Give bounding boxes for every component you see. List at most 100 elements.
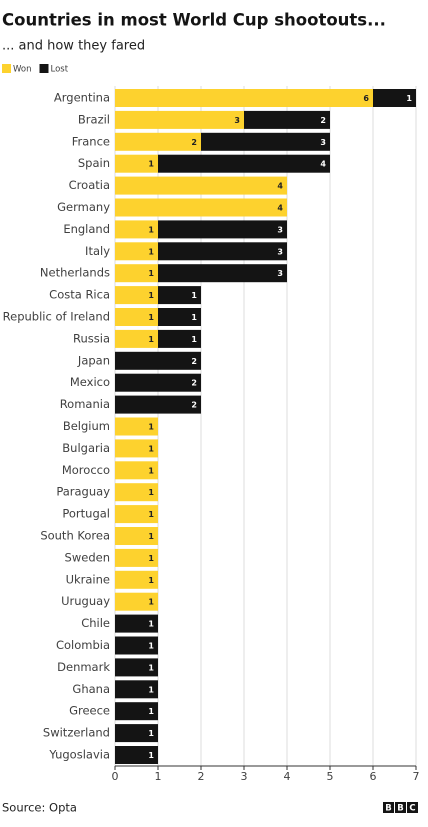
- bar-segment: [115, 132, 201, 151]
- bar-segment: [115, 746, 158, 764]
- data-label: 1: [148, 620, 154, 629]
- y-tick-label: Russia: [73, 331, 110, 345]
- bar-segment: [244, 110, 330, 129]
- y-tick-label: Bulgaria: [62, 441, 110, 455]
- y-tick-label: Morocco: [62, 463, 110, 477]
- bar-segment: [115, 308, 158, 326]
- data-label: 2: [191, 357, 197, 366]
- x-tick-label: 6: [370, 770, 377, 783]
- y-tick-label: Belgium: [63, 419, 110, 433]
- data-label: 1: [191, 313, 197, 322]
- data-label: 3: [234, 116, 240, 125]
- bar-segment: [115, 702, 158, 721]
- y-tick-label: Sweden: [65, 550, 110, 564]
- data-label: 1: [148, 685, 154, 694]
- bar-segment: [158, 242, 287, 261]
- bar-segment: [115, 198, 287, 217]
- data-label: 1: [148, 663, 154, 672]
- bar-segment: [115, 636, 158, 655]
- logo-letter: B: [397, 804, 403, 814]
- bar-segment: [115, 373, 201, 392]
- y-tick-label: Brazil: [78, 112, 110, 126]
- data-label: 1: [148, 466, 154, 475]
- bar-segment: [115, 680, 158, 699]
- y-tick-label: Colombia: [56, 638, 110, 652]
- data-label: 1: [148, 423, 154, 432]
- bar-segment: [158, 286, 201, 305]
- x-tick-label: 4: [284, 770, 291, 783]
- data-label: 4: [277, 182, 283, 191]
- bar-segment: [115, 658, 158, 677]
- bar-segment: [115, 527, 158, 545]
- data-label: 1: [148, 510, 154, 519]
- data-label: 2: [191, 379, 197, 388]
- data-label: 1: [148, 269, 154, 278]
- chart-subtitle: ... and how they fared: [2, 39, 145, 54]
- logo-letter: C: [409, 804, 415, 814]
- legend-swatch: [39, 64, 49, 73]
- bar-segment: [115, 176, 287, 195]
- data-label: 1: [148, 160, 154, 169]
- data-label: 2: [320, 116, 326, 125]
- y-tick-label: Costa Rica: [49, 288, 110, 302]
- x-tick-label: 1: [155, 770, 162, 783]
- y-tick-label: Greece: [69, 704, 110, 718]
- y-tick-label: Argentina: [54, 91, 110, 105]
- bar-segment: [115, 89, 373, 107]
- data-label: 1: [148, 729, 154, 738]
- bar-segment: [115, 351, 201, 370]
- data-label: 4: [320, 160, 326, 169]
- data-label: 3: [277, 225, 283, 234]
- y-tick-label: Mexico: [70, 375, 110, 389]
- data-label: 1: [148, 444, 154, 453]
- x-tick-label: 2: [198, 770, 205, 783]
- bar-segment: [115, 483, 158, 502]
- data-label: 2: [191, 138, 197, 147]
- data-label: 1: [191, 335, 197, 344]
- data-label: 1: [148, 225, 154, 234]
- y-tick-label: South Korea: [40, 529, 110, 543]
- data-label: 1: [406, 94, 412, 103]
- bar-segment: [115, 548, 158, 567]
- data-label: 3: [320, 138, 326, 147]
- data-label: 1: [148, 598, 154, 607]
- bar-segment: [115, 110, 244, 129]
- legend-label: Lost: [51, 65, 69, 75]
- y-tick-label: France: [72, 134, 110, 148]
- data-label: 1: [148, 707, 154, 716]
- data-label: 1: [148, 751, 154, 760]
- logo-box: [407, 802, 418, 813]
- legend-label: Won: [13, 65, 32, 75]
- data-label: 1: [148, 313, 154, 322]
- bar-segment: [115, 329, 158, 348]
- bar-segment: [158, 329, 201, 348]
- bar-segment: [115, 570, 158, 589]
- y-tick-label: Romania: [60, 397, 110, 411]
- y-tick-label: Italy: [85, 244, 110, 258]
- y-tick-label: Uruguay: [61, 594, 110, 608]
- source: Source: Opta: [2, 801, 77, 815]
- y-tick-label: Ukraine: [66, 572, 110, 586]
- data-label: 2: [191, 401, 197, 410]
- bar-segment: [158, 264, 287, 283]
- bar-segment: [115, 242, 158, 261]
- bar-segment: [115, 417, 158, 436]
- x-tick-label: 0: [112, 770, 119, 783]
- data-label: 1: [148, 532, 154, 541]
- data-label: 1: [148, 488, 154, 497]
- y-tick-label: Ghana: [72, 682, 110, 696]
- y-tick-label: Portugal: [62, 507, 110, 521]
- bar-segment: [158, 154, 330, 173]
- data-label: 1: [148, 576, 154, 585]
- y-tick-label: Germany: [57, 200, 110, 214]
- x-tick-label: 5: [327, 770, 334, 783]
- chart-title: Countries in most World Cup shootouts...: [2, 11, 386, 30]
- bar-segment: [115, 439, 158, 458]
- bar-segment: [115, 286, 158, 305]
- logo-box: [395, 802, 406, 813]
- logo-letter: B: [385, 804, 391, 814]
- data-label: 1: [148, 291, 154, 300]
- bar-segment: [115, 724, 158, 743]
